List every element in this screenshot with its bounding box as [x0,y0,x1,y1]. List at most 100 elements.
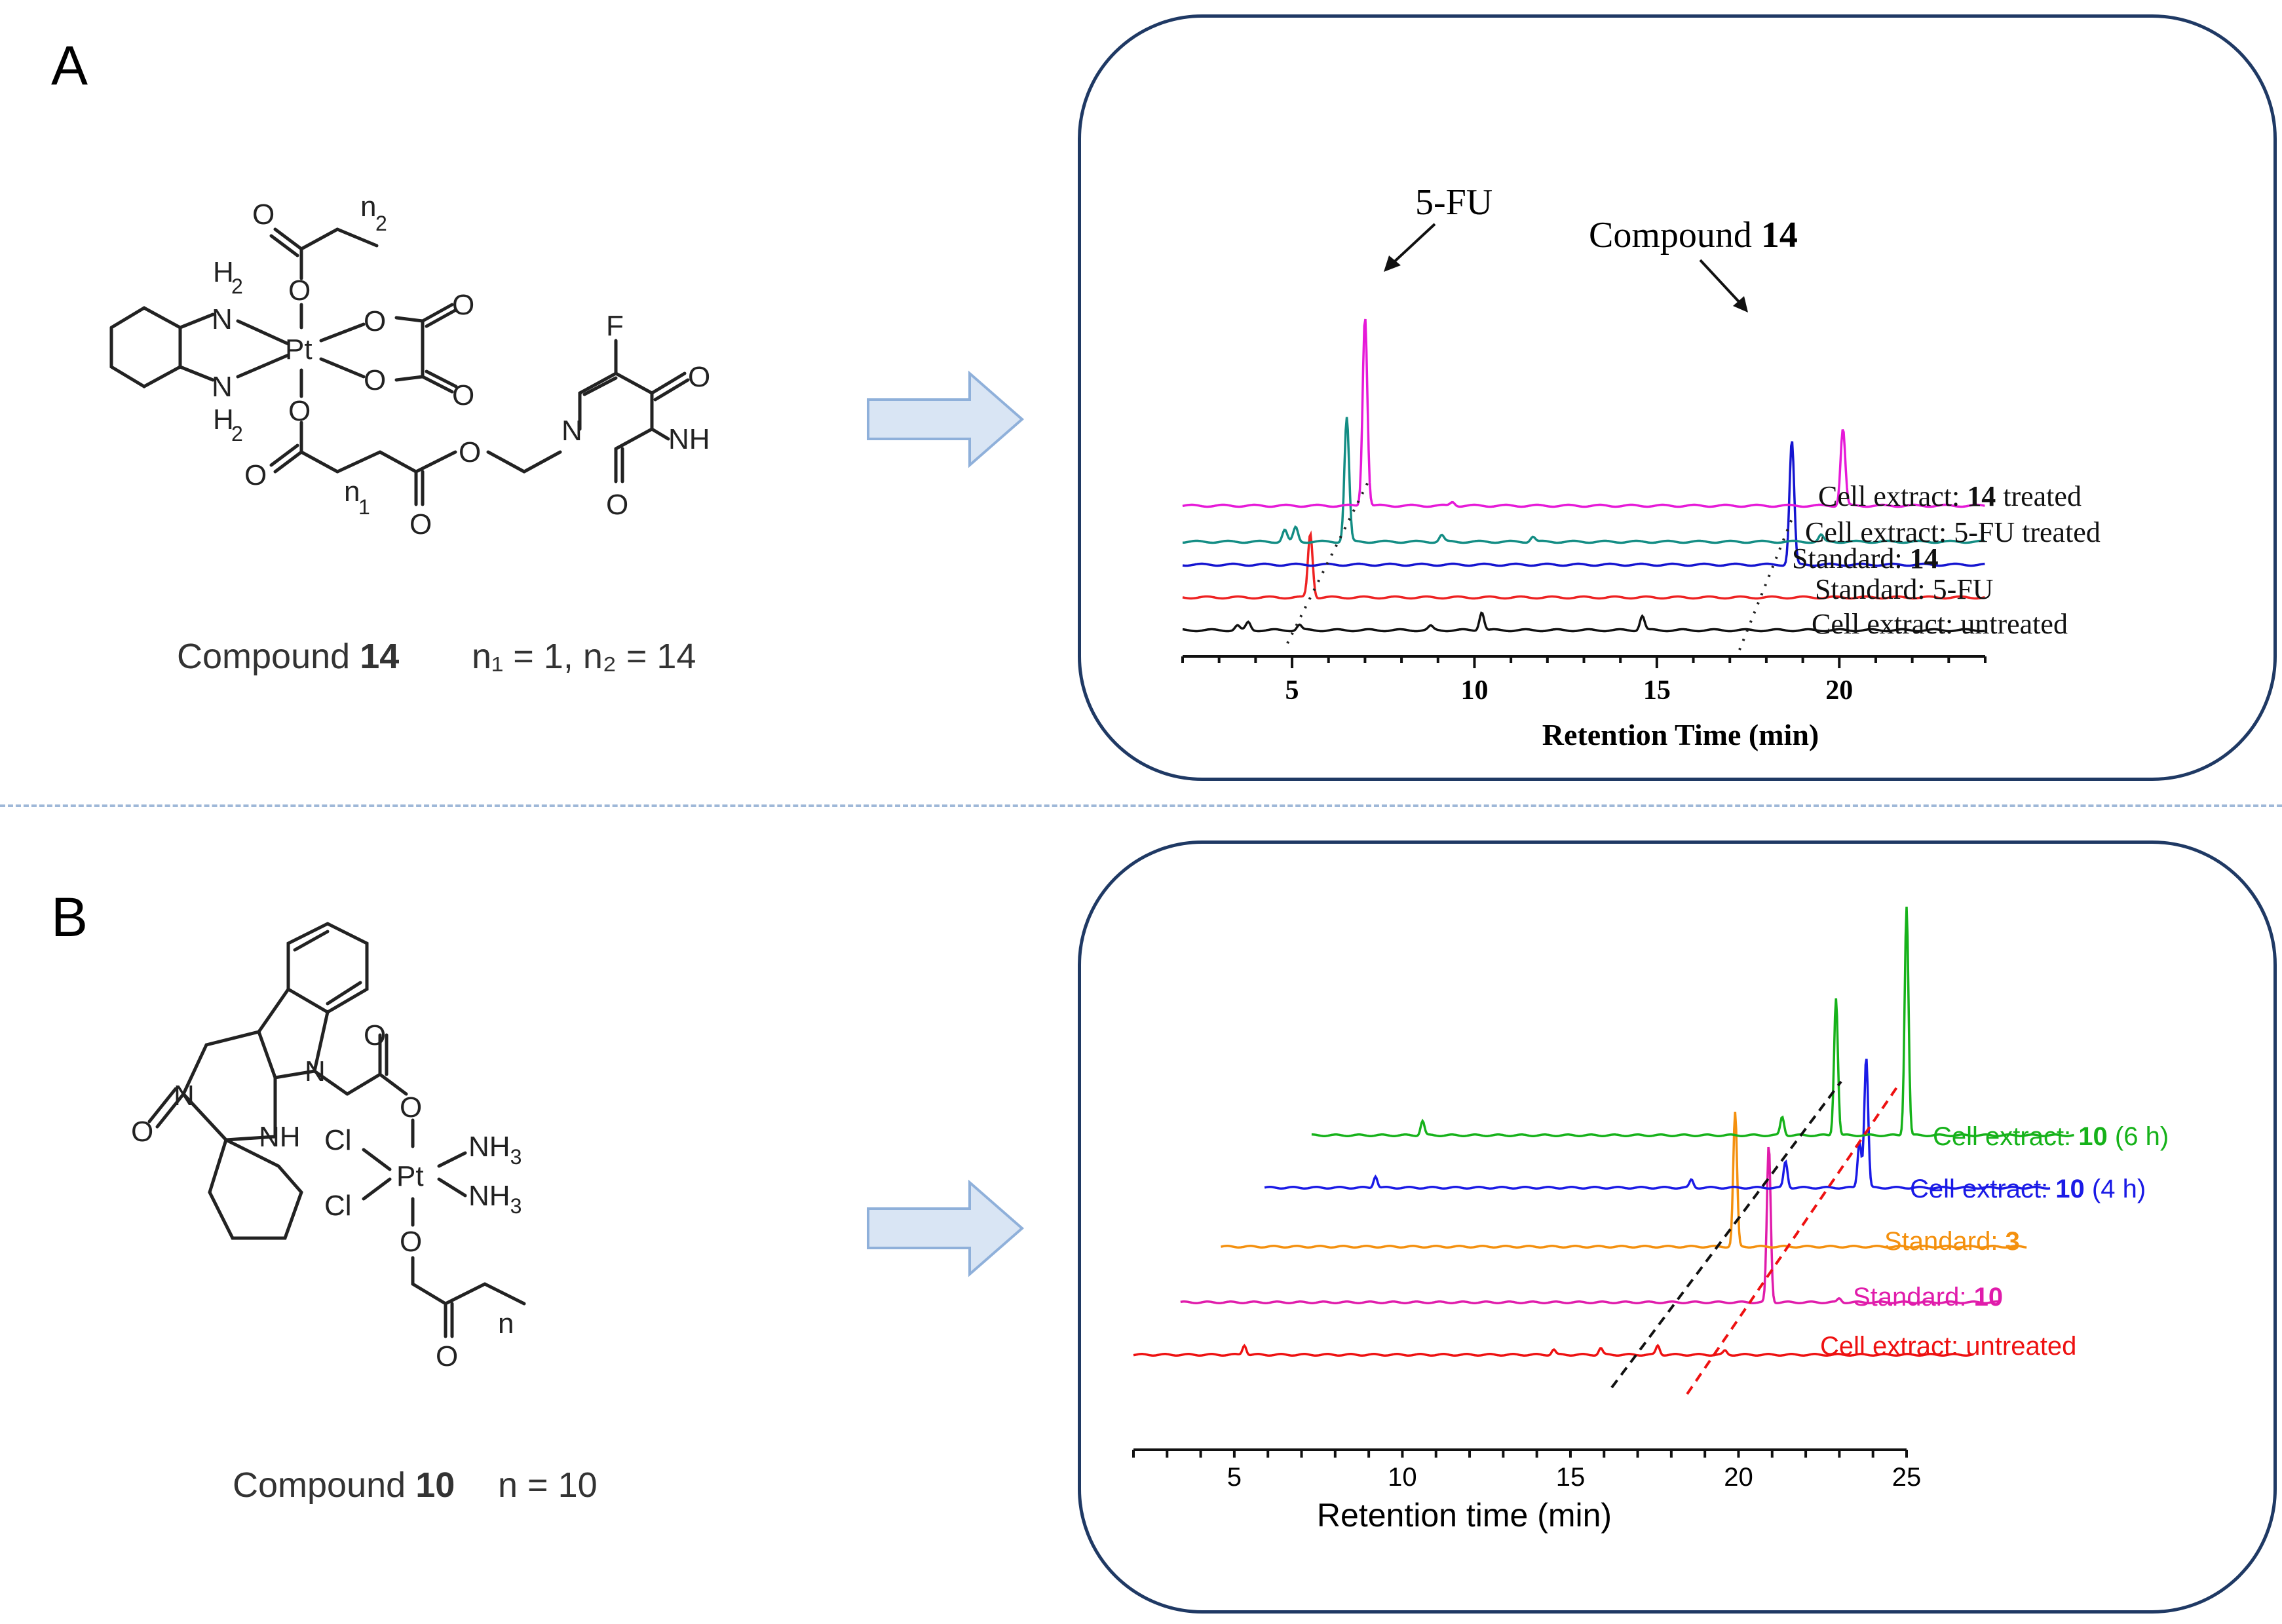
atom-o: O [364,1019,386,1051]
x-tick-label: 15 [1556,1463,1586,1492]
annotation-arrow-5fu [1388,223,1436,268]
trace-line [1180,1146,2001,1304]
chromatogram-b: Cell extract: untreated Standard: 10 Stand… [1132,906,2169,1534]
arrowhead-icon [1384,255,1401,272]
x-tick-label: 5 [1227,1463,1242,1492]
guide-dotted-line [1738,518,1793,651]
x-tick-label: 10 [1388,1463,1417,1492]
x-tick-label: 15 [1643,675,1671,706]
x-tick-label: 5 [1285,675,1299,706]
panel-b-letter: B [51,886,88,948]
structure-compound-14: O n 2 O H 2 N Pt N H 2 O O O O O O n 1 O… [109,191,710,676]
atom-o: O [244,459,267,491]
atom-n-chain: n [498,1308,514,1340]
compound-14-params: n₁ = 1, n₂ = 14 [472,637,696,676]
cyclohexane-ring [109,306,182,388]
atom-n2: n [360,191,376,223]
atom-n: N [305,1055,326,1087]
atom-f: F [606,310,624,342]
chromatogram-a-panel: Cell extract: untreated Standard: 5-FU Sta… [1078,14,2277,781]
trace-label: Cell extract: 10 (4 h) [1910,1175,2146,1203]
benzene-ring-bottom [208,1137,303,1240]
trace-line [1182,530,1985,600]
uracil-ring [578,371,654,451]
x-tick-label: 25 [1892,1463,1922,1492]
atom-o: O [452,289,474,321]
atom-n2-sub: 2 [375,212,387,235]
trace-line [1133,1344,1974,1357]
trace-label: Standard: 5-FU [1815,573,1994,605]
annotation-arrow-compound [1699,259,1744,307]
trace-line [1182,441,1985,567]
atom-nh3: NH3 [468,1131,522,1169]
atom-o: O [400,1226,422,1258]
trace-label: Cell extract: untreated [1820,1332,2076,1361]
atom-o: O [400,1091,422,1124]
x-axis-label: Retention time (min) [1317,1497,1612,1534]
atom-cl: Cl [324,1124,352,1156]
trace-label: Cell extract: 10 (6 h) [1933,1122,2169,1151]
annotation-compound-14: Compound 14 [1589,215,1798,255]
compound-10-caption: Compound 10 [233,1465,455,1505]
atom-nh3: NH3 [468,1180,522,1218]
atom-n: N [174,1080,195,1112]
atom-o: O [364,305,386,337]
guide-dashed-line-black [1610,1080,1842,1389]
trace-line [1221,1111,2027,1249]
arrow-right-icon [867,1179,1025,1277]
annotation-5fu: 5-FU [1415,182,1493,223]
atom-n1: n [344,476,360,508]
atom-nh: NH [259,1121,301,1153]
panel-divider [0,804,2282,807]
atom-o: O [252,198,275,231]
trace-line [1182,611,1985,633]
compound-14-caption: Compound 14 [177,637,399,676]
atom-n: N [212,303,233,335]
trace-label: Cell extract: untreated [1812,608,2068,640]
atom-o: O [131,1116,153,1148]
quinazolinone-ring [181,1030,277,1142]
x-tick-label: 20 [1825,675,1853,706]
trace-line [1311,906,2074,1137]
atom-o: O [459,436,481,468]
atom-o: O [288,395,311,427]
x-tick-label: 20 [1724,1463,1753,1492]
atom-o: O [452,379,474,411]
atom-o: O [436,1340,458,1372]
benzene-ring-top [286,922,369,1014]
trace-label: Standard: 3 [1884,1227,2020,1256]
chromatogram-b-panel: Cell extract: untreated Standard: 10 Stand… [1078,840,2277,1614]
atom-o: O [606,489,628,521]
atom-o: O [364,364,386,396]
atom-pt: Pt [396,1160,424,1192]
trace-label: Cell extract: 5-FU treated [1805,516,2101,548]
atom-h: H [213,404,234,436]
atom-n: N [212,371,233,403]
structure-compound-10: O N O N O NH Cl Cl Pt NH3 NH3 O O n Comp… [131,922,598,1505]
guide-dotted-line [1286,479,1371,644]
atom-n1-sub: 1 [358,495,370,519]
trace-line [1182,318,1985,508]
atom-o: O [409,508,432,540]
trace-label: Cell extract: 14 treated [1818,480,2082,512]
atom-sub: 2 [231,422,243,445]
x-tick-label: 10 [1460,675,1488,706]
compound-10-params: n = 10 [498,1465,598,1505]
panel-a-letter: A [51,35,88,96]
atom-n: N [561,415,582,447]
atom-sub: 2 [231,274,243,298]
atom-o: O [688,361,710,393]
arrow-right-icon [867,370,1025,468]
x-axis-label: Retention Time (min) [1542,718,1819,751]
arrowhead-icon [1733,296,1748,312]
atom-nh: NH [668,423,710,455]
atom-o: O [288,274,311,307]
atom-cl: Cl [324,1190,352,1222]
atom-pt: Pt [285,333,313,366]
trace-label: Standard: 14 [1792,542,1939,575]
trace-label: Standard: 10 [1853,1283,2003,1312]
trace-line [1264,1059,2051,1190]
trace-line [1182,417,1985,544]
atom-h: H [213,256,234,288]
